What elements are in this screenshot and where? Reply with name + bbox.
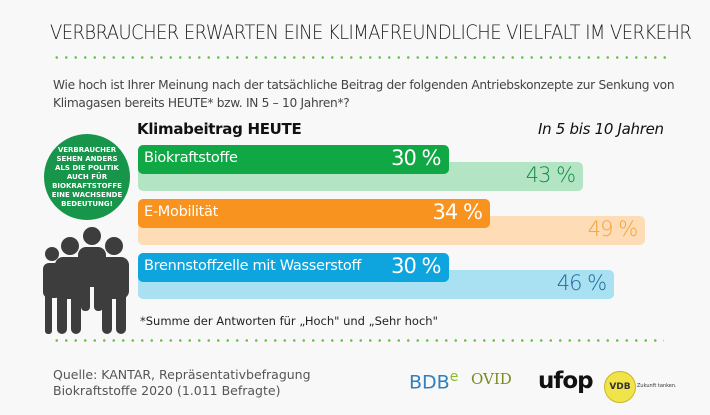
- logo-text: e: [449, 369, 459, 385]
- value-label-future: 43 %: [525, 163, 576, 187]
- value-label-future: 46 %: [556, 271, 607, 295]
- survey-question: Wie hoch ist Ihrer Meinung nach der tats…: [53, 78, 675, 110]
- divider-dotted: [52, 56, 666, 59]
- divider-dotted: [52, 339, 664, 342]
- category-label: E-Mobilität: [144, 204, 219, 220]
- value-label-today: 30 %: [391, 146, 441, 170]
- people-icon: [43, 227, 129, 334]
- callout-badge: VERBRAUCHER SEHEN ANDERS ALS DIE POLITIK…: [44, 134, 130, 220]
- page-title: VERBRAUCHER ERWARTEN EINE KLIMAFREUNDLIC…: [50, 21, 692, 44]
- value-label-future: 49 %: [587, 217, 638, 241]
- logo-vdb: VDB: [604, 371, 636, 403]
- category-label: Brennstoffzelle mit Wasserstoff: [144, 258, 362, 274]
- footnote: *Summe der Antworten für „Hoch" und „Seh…: [140, 314, 438, 328]
- category-label: Biokraftstoffe: [144, 150, 238, 166]
- source-note: Quelle: KANTAR, Repräsentativbefragung B…: [53, 367, 311, 399]
- series-label-future: In 5 bis 10 Jahren: [538, 120, 664, 138]
- callout-text: VERBRAUCHER SEHEN ANDERS ALS DIE POLITIK…: [51, 145, 123, 208]
- bar-today: [138, 253, 449, 282]
- bar-today: [138, 199, 490, 228]
- logo-vdb-claim: Zukunft tanken.: [637, 383, 677, 389]
- source-line: Quelle: KANTAR, Repräsentativbefragung: [53, 367, 311, 382]
- value-label-today: 30 %: [391, 254, 441, 278]
- bar-today: [138, 145, 449, 174]
- series-label-today: Klimabeitrag HEUTE: [137, 120, 302, 138]
- source-line: Biokraftstoffe 2020 (1.011 Befragte): [53, 383, 281, 398]
- value-label-today: 34 %: [432, 200, 483, 224]
- logo-ovid: OVID: [471, 370, 512, 388]
- logo-ufop: ufop: [538, 368, 594, 394]
- logo-bdbe: BDBe: [409, 369, 458, 393]
- logo-text: BDB: [409, 371, 450, 394]
